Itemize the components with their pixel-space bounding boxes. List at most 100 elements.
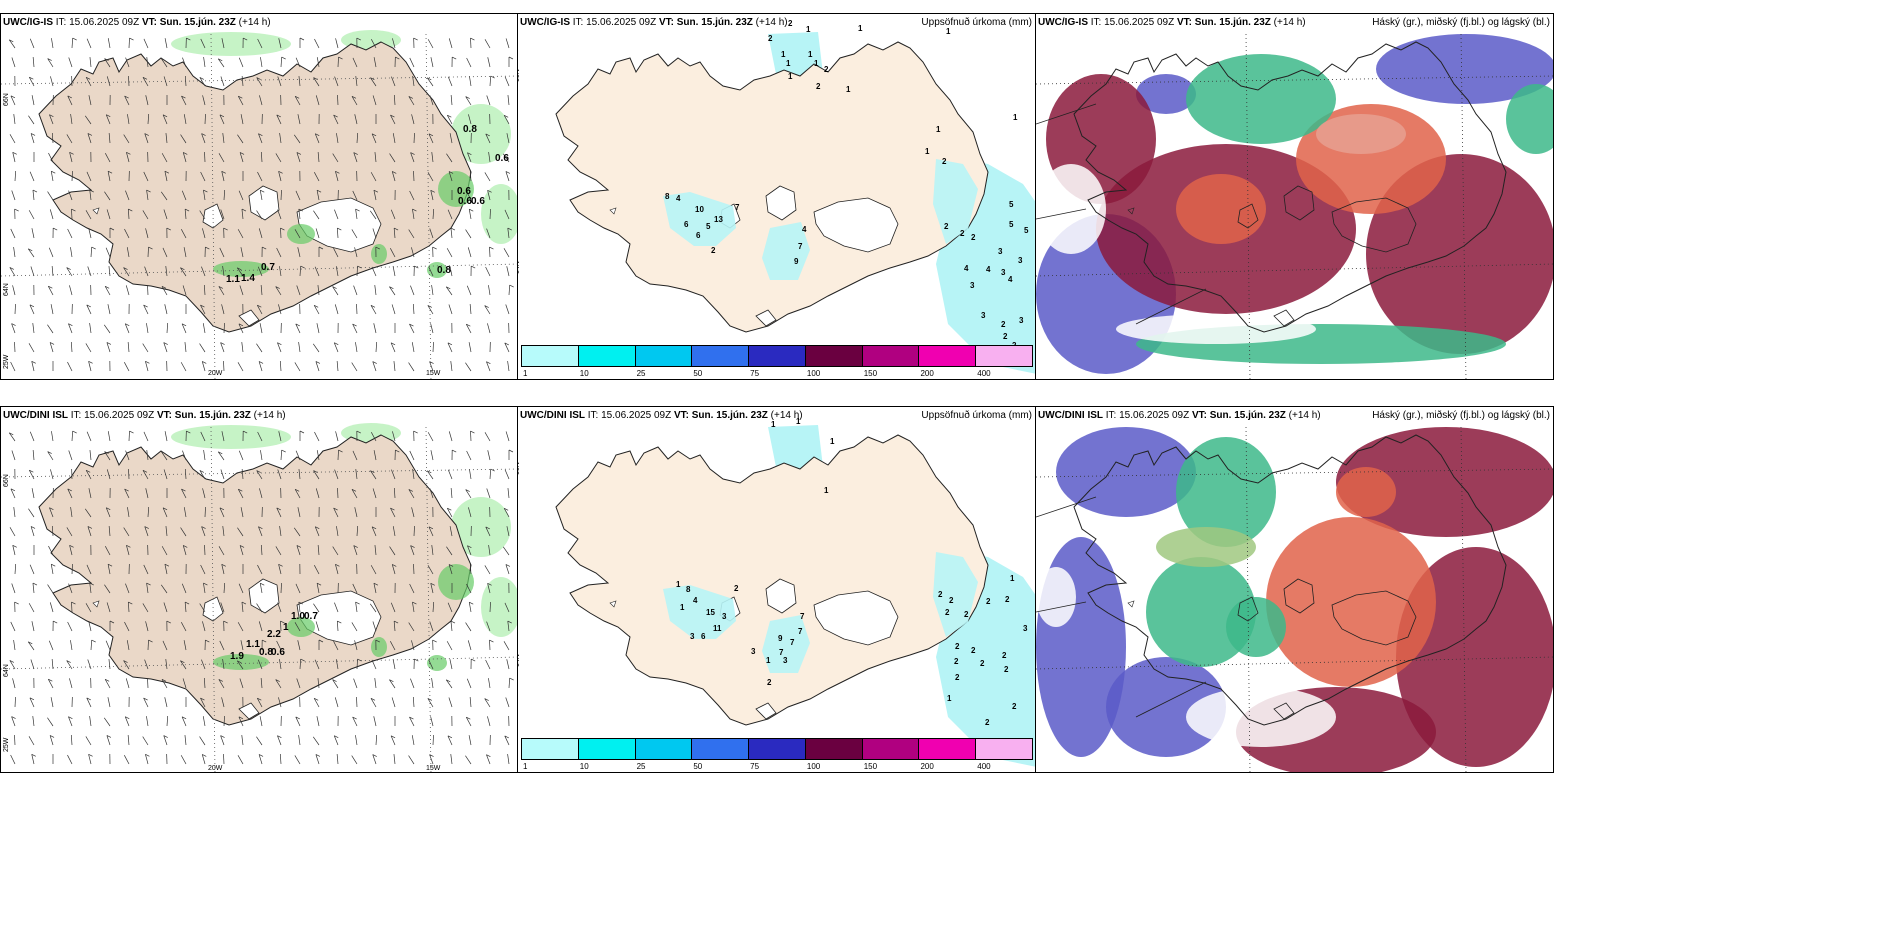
wind-barb <box>164 171 168 182</box>
wind-barb-flag <box>51 170 56 174</box>
wind-barb <box>123 362 130 372</box>
wind-barb <box>373 190 377 201</box>
wind-barb <box>161 451 168 461</box>
wind-barb <box>389 153 396 163</box>
wind-barb <box>71 430 74 442</box>
wind-barb-flag <box>427 77 432 81</box>
wind-barb <box>11 57 16 68</box>
wind-barb <box>105 640 111 651</box>
wind-barb-flag <box>32 189 38 193</box>
wind-barb <box>409 450 415 461</box>
cloud-layers <box>1036 34 1553 374</box>
wind-barb <box>295 716 301 727</box>
wind-barb <box>313 172 320 182</box>
precip-value-label: 13 <box>714 215 723 224</box>
iceland-landmass <box>555 41 989 333</box>
wind-barb <box>126 545 130 556</box>
wind-barb <box>50 564 54 575</box>
wind-barb-flag <box>333 507 338 511</box>
precip-value-label: 2 <box>824 65 829 74</box>
wind-barb <box>143 564 149 575</box>
wind-barb-flag <box>262 246 267 250</box>
wind-barb <box>336 227 339 239</box>
wind-barb <box>448 697 453 708</box>
wind-barb-flag <box>373 189 379 193</box>
wind-barb <box>408 489 415 499</box>
wind-barb <box>13 247 16 258</box>
wind-barb <box>337 487 339 499</box>
wind-barb-flag <box>180 267 185 271</box>
panel-title: Uppsöfnuð úrkoma (mm) <box>921 410 1032 421</box>
precip-value-label: 10 <box>695 205 704 214</box>
wind-barb <box>220 76 225 87</box>
wind-barb <box>260 285 263 296</box>
wind-barb-flag <box>164 170 170 174</box>
wind-barb <box>68 323 73 334</box>
wind-barb <box>180 362 187 372</box>
precip-value-label: 1 <box>814 59 819 68</box>
wind-barb <box>88 228 92 239</box>
wind-barb <box>257 171 263 182</box>
wind-barb <box>430 190 434 201</box>
wind-barb <box>237 96 244 106</box>
wind-barb <box>335 266 339 277</box>
wind-barb <box>71 170 73 182</box>
colorbar: 1 10 25 50 75 100 150 200 400 <box>521 345 1034 378</box>
wind-barb <box>47 58 54 68</box>
wind-barb <box>295 57 301 68</box>
wind-barb-flag <box>258 133 263 136</box>
wind-barb-flag <box>313 470 318 473</box>
wind-barb <box>352 57 358 68</box>
wind-barb <box>147 284 149 296</box>
wind-barb-flag <box>408 489 414 492</box>
wind-barb <box>10 488 16 499</box>
colorbar-swatch: 10 <box>577 738 636 771</box>
wind-barb <box>222 659 225 670</box>
wind-barb <box>351 229 358 239</box>
wind-barb <box>29 38 35 49</box>
wind-barb <box>86 171 92 182</box>
wind-barb <box>11 583 16 594</box>
wind-barb <box>313 470 320 480</box>
wind-barb <box>449 526 453 537</box>
wind-barb <box>336 133 339 144</box>
precip-area <box>933 552 978 637</box>
wind-barb-flag <box>47 58 52 61</box>
wind-barb-flag <box>318 246 324 250</box>
island <box>1127 600 1135 608</box>
wind-barb-flag <box>446 286 451 290</box>
wind-barb <box>14 734 16 746</box>
wind-barb-flag <box>66 267 71 270</box>
wind-barb <box>295 583 301 594</box>
wind-barb-flag <box>31 360 36 364</box>
wind-barb <box>222 133 225 144</box>
wind-barb <box>104 286 111 296</box>
wind-barb <box>278 38 282 49</box>
wind-barb-flag <box>409 323 414 327</box>
wind-barb-flag <box>161 679 167 682</box>
wind-barb-flag <box>390 114 395 118</box>
wind-barb <box>487 583 491 594</box>
wind-barb-flag <box>14 601 19 605</box>
wind-barb <box>202 488 206 499</box>
wind-barb <box>465 489 472 499</box>
wind-barb <box>199 470 206 480</box>
wind-barb <box>373 583 377 594</box>
wind-barb-flag <box>469 208 474 212</box>
wind-barb-flag <box>239 545 245 548</box>
wind-barb <box>429 754 434 765</box>
wind-barb <box>70 247 73 258</box>
cloud-area <box>1106 657 1226 757</box>
wind-barb-flag <box>375 246 380 250</box>
wind-barb <box>10 754 16 765</box>
wind-barb <box>28 736 35 746</box>
wind-barb <box>505 431 510 442</box>
wind-barb-flag <box>104 285 110 289</box>
wind-barb <box>466 583 472 594</box>
wind-barb <box>354 640 358 651</box>
cloud-area <box>1316 114 1406 154</box>
colorbar-swatch: 75 <box>748 738 806 771</box>
wind-barb <box>106 735 111 746</box>
wind-barb <box>147 246 149 258</box>
colorbar-label: 1 <box>523 762 528 771</box>
